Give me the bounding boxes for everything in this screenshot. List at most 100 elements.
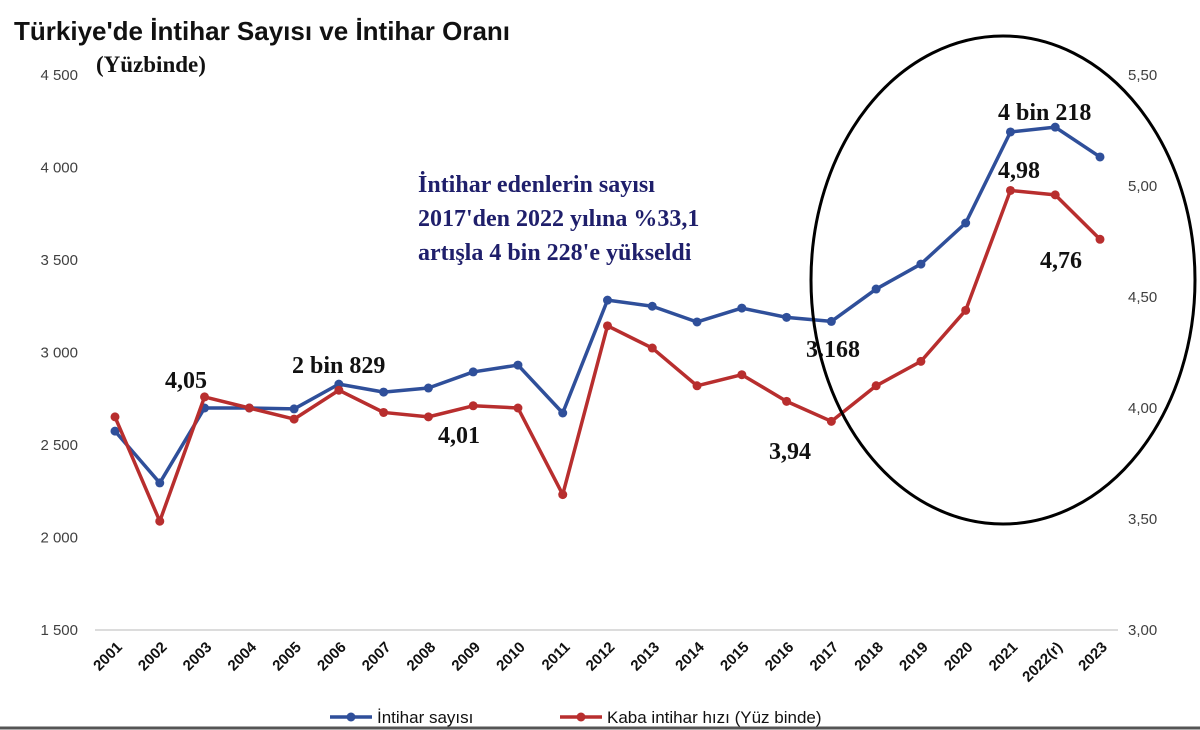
data-point	[423, 412, 433, 422]
data-point	[1050, 122, 1060, 132]
x-tick-label: 2002	[135, 639, 171, 675]
right-tick-label: 3,50	[1128, 511, 1157, 528]
data-point	[647, 301, 657, 311]
x-tick-label: 2020	[941, 639, 977, 675]
data-point	[110, 412, 120, 422]
data-point	[289, 404, 299, 414]
data-point	[782, 312, 792, 322]
data-point	[603, 295, 612, 305]
left-tick-label: 4 500	[40, 67, 78, 84]
left-tick-label: 4 000	[40, 160, 78, 177]
data-point	[1095, 234, 1105, 244]
data-point	[782, 396, 792, 406]
note-line: 2017'den 2022 yılına %33,1	[418, 206, 699, 232]
chart-title: Türkiye'de İntihar Sayısı ve İntihar Ora…	[14, 16, 510, 46]
data-point	[1005, 185, 1015, 195]
data-point	[558, 490, 568, 500]
x-tick-label: 2019	[896, 639, 932, 675]
data-label: 4,05	[165, 368, 207, 394]
left-tick-label: 3 000	[40, 345, 78, 362]
data-point	[737, 370, 747, 380]
right-tick-label: 5,50	[1128, 67, 1157, 84]
right-tick-label: 4,00	[1128, 400, 1157, 417]
data-point	[871, 381, 881, 391]
x-tick-label: 2022(r)	[1019, 639, 1066, 686]
data-point	[1095, 152, 1105, 162]
annotations: 4,05 2 bin 829 4,01 3.168 3,94 4 bin 218 4,98 4…	[165, 100, 1091, 465]
x-tick-label: 2006	[314, 639, 350, 675]
data-point	[423, 383, 433, 393]
legend-label: Kaba intihar hızı (Yüz binde)	[607, 708, 822, 727]
data-label: 3.168	[806, 337, 860, 363]
data-point	[692, 381, 702, 391]
data-point	[513, 403, 523, 413]
data-point	[379, 387, 389, 397]
data-point	[737, 303, 747, 313]
data-point	[558, 408, 568, 418]
right-axis-ticks: 3,00 3,50 4,00 4,50 5,00 5,50	[1128, 67, 1157, 639]
x-axis-ticks: 2001 2002 2003 2004 2005 2006 2007 2008 2009 2010…	[90, 638, 1111, 685]
x-tick-label: 2010	[493, 639, 529, 675]
left-tick-label: 3 500	[40, 252, 78, 269]
series-lines	[110, 122, 1105, 526]
data-point	[200, 392, 210, 402]
data-point	[647, 343, 657, 353]
note-line: artışla 4 bin 228'e yükseldi	[418, 240, 692, 266]
x-tick-label: 2013	[627, 639, 663, 675]
data-label: 4,76	[1040, 248, 1082, 274]
data-label: 2 bin 829	[292, 353, 385, 379]
x-tick-label: 2004	[225, 638, 261, 674]
data-point	[1050, 190, 1060, 200]
data-label: 4,98	[998, 158, 1040, 184]
x-tick-label: 2016	[762, 639, 798, 675]
x-tick-label: 2009	[448, 639, 484, 675]
left-tick-label: 2 500	[40, 437, 78, 454]
x-tick-label: 2012	[583, 639, 619, 675]
right-tick-label: 3,00	[1128, 622, 1157, 639]
data-point	[155, 516, 165, 526]
data-point	[1005, 127, 1015, 137]
right-tick-label: 5,00	[1128, 178, 1157, 195]
legend-label: İntihar sayısı	[377, 708, 473, 727]
x-tick-label: 2017	[807, 639, 843, 675]
left-tick-label: 1 500	[40, 622, 78, 639]
data-point	[379, 407, 389, 417]
x-tick-label: 2001	[90, 639, 126, 675]
note-text: İntihar edenlerin sayısı 2017'den 2022 yı…	[418, 172, 699, 266]
data-label: 4 bin 218	[998, 100, 1091, 126]
data-point	[826, 316, 836, 326]
x-tick-label: 2008	[404, 639, 440, 675]
data-point	[110, 426, 120, 436]
x-tick-label: 2021	[986, 639, 1022, 675]
x-tick-label: 2023	[1075, 639, 1111, 675]
highlight-ellipse	[809, 34, 1197, 526]
x-tick-label: 2007	[359, 639, 395, 675]
data-point	[961, 218, 971, 228]
data-point	[826, 416, 836, 426]
left-tick-label: 2 000	[40, 530, 78, 547]
data-point	[603, 321, 612, 331]
right-tick-label: 4,50	[1128, 289, 1157, 306]
x-tick-label: 2011	[539, 639, 574, 674]
data-point	[513, 360, 523, 370]
x-tick-label: 2018	[851, 639, 887, 675]
x-tick-label: 2014	[672, 638, 708, 674]
data-point	[289, 414, 299, 424]
data-point	[468, 367, 478, 377]
data-point	[468, 401, 478, 411]
data-point	[692, 317, 702, 327]
chart-subtitle: (Yüzbinde)	[96, 52, 206, 77]
data-point	[334, 385, 344, 395]
data-point	[916, 356, 926, 366]
data-point	[871, 284, 881, 294]
data-label: 3,94	[769, 439, 811, 465]
data-point	[244, 403, 254, 413]
note-line: İntihar edenlerin sayısı	[418, 172, 655, 198]
data-point	[916, 259, 926, 269]
legend: İntihar sayısı Kaba intihar hızı (Yüz bin…	[330, 708, 822, 727]
data-label: 4,01	[438, 423, 480, 449]
legend-marker	[576, 712, 586, 722]
x-tick-label: 2003	[180, 639, 216, 675]
legend-marker	[346, 712, 356, 722]
